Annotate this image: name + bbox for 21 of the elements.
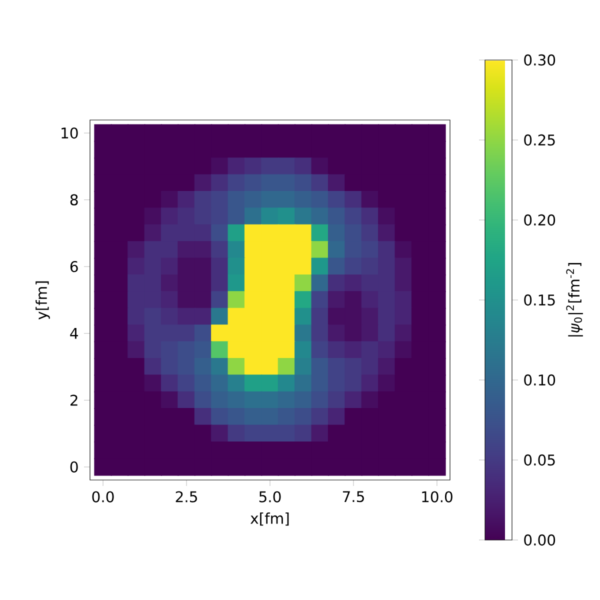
y-axis-title: y[fm] xyxy=(36,281,50,320)
color-bar-label: 0.10 xyxy=(524,374,556,386)
color-bar-label: 0.00 xyxy=(524,534,556,546)
x-tick-label: 10.0 xyxy=(422,491,452,502)
color-bar-title: |ψ$_{0}$|$^{2}$[fm$^{-2}$] xyxy=(566,262,583,336)
y-tick-label: 4 xyxy=(70,328,78,339)
y-tick-label: 6 xyxy=(70,261,78,272)
color-bar-label: 0.05 xyxy=(524,454,555,466)
color-bar-label: 0.20 xyxy=(524,214,556,226)
color-bar-label: 0.25 xyxy=(524,134,555,146)
color-bar-label: 0.30 xyxy=(524,54,556,66)
x-tick-label: 0.0 xyxy=(92,491,114,502)
color-bar-label: 0.15 xyxy=(524,294,555,306)
y-tick-label: 2 xyxy=(70,394,78,406)
x-tick-label: 7.5 xyxy=(342,491,364,502)
x-tick-label: 5.0 xyxy=(259,491,281,502)
x-tick-label: 2.5 xyxy=(176,491,197,502)
y-tick-label: 0 xyxy=(70,461,78,473)
x-axis-title: x[fm] xyxy=(250,512,289,526)
y-tick-label: 10 xyxy=(62,127,78,139)
y-tick-label: 8 xyxy=(70,194,78,206)
